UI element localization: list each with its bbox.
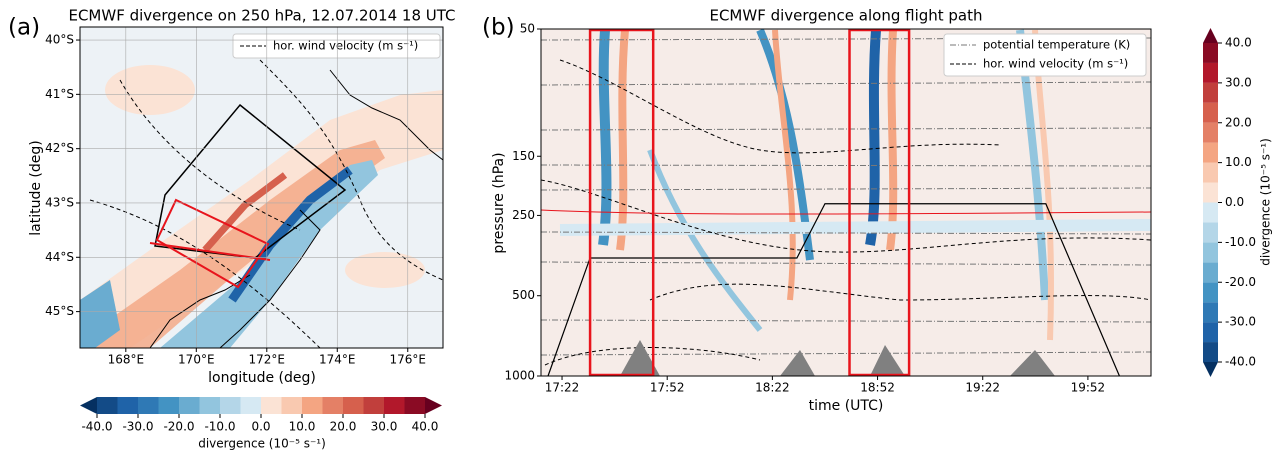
x-tick-label: 176°E <box>390 353 427 367</box>
legend-label: hor. wind velocity (m s⁻¹) <box>983 57 1128 71</box>
colorbar-bin <box>1203 142 1218 163</box>
colorbar-tick-label: -40.0 <box>81 420 112 434</box>
y-tick-label: 500 <box>512 288 535 302</box>
colorbar-label: divergence (10⁻⁵ s⁻¹) <box>1259 138 1273 266</box>
flight-track <box>547 203 1120 377</box>
colorbar-bin <box>97 397 118 414</box>
x-tick-label: 17:22 <box>545 381 580 395</box>
colorbar-bin <box>322 397 343 414</box>
axes-frame <box>79 26 444 349</box>
y-tick-label: 50 <box>520 22 535 36</box>
y-tick-label: 44°S <box>45 250 74 264</box>
colorbar-tick-label: -10.0 <box>204 420 235 434</box>
colorbar-bin <box>1203 222 1218 243</box>
panel-label: (b) <box>482 15 515 41</box>
colorbar-bin <box>1203 122 1218 143</box>
colorbar-tick-label: 40.0 <box>1225 36 1252 50</box>
colorbar-bin <box>1203 102 1218 123</box>
colorbar-bin <box>281 397 302 414</box>
y-axis-label: pressure (hPa) <box>491 152 507 253</box>
colorbar-tick-label: 30.0 <box>1225 75 1252 89</box>
colorbar-tick-label: 0.0 <box>1225 195 1244 209</box>
colorbar-bin <box>343 397 364 414</box>
y-tick-label: 150 <box>512 149 535 163</box>
colorbar-bin <box>384 397 405 414</box>
colorbar-extend <box>1203 28 1218 43</box>
y-axis-label: latitude (deg) <box>28 140 44 235</box>
y-tick-label: 40°S <box>45 33 74 47</box>
colorbar-bin <box>1203 43 1218 63</box>
legend-box <box>943 33 1147 77</box>
x-tick-label: 19:22 <box>965 381 1000 395</box>
colorbar-bin <box>158 397 179 414</box>
colorbar-tick-label: -20.0 <box>1225 275 1256 289</box>
x-tick-label: 172°E <box>249 353 286 367</box>
colorbar-bin <box>1203 322 1218 343</box>
colorbar-tick-label: 10.0 <box>1225 155 1252 169</box>
colorbar-tick-label: -10.0 <box>1225 235 1256 249</box>
field-shading <box>80 27 443 348</box>
colorbar-tick-label: 0.0 <box>251 420 270 434</box>
x-tick-label: 18:22 <box>755 381 790 395</box>
colorbar-tick-label: -30.0 <box>1225 315 1256 329</box>
colorbar-tick-label: -30.0 <box>122 420 153 434</box>
colorbar-bin <box>179 397 200 414</box>
axes-frame <box>540 28 1152 377</box>
colorbar-tick-label: 20.0 <box>1225 115 1252 129</box>
colorbar-bin <box>240 397 261 414</box>
x-tick-label: 17:52 <box>650 381 685 395</box>
x-tick-label: 18:52 <box>860 381 895 395</box>
y-tick-label: 45°S <box>45 304 74 318</box>
colorbar-bin <box>199 397 220 414</box>
x-tick-label: 19:52 <box>1071 381 1106 395</box>
colorbar-tick-label: 10.0 <box>289 420 316 434</box>
legend-label: hor. wind velocity (m s⁻¹) <box>273 39 418 53</box>
legend-label: potential temperature (K) <box>983 38 1130 52</box>
colorbar-tick-label: -40.0 <box>1225 355 1256 369</box>
colorbar-bin <box>1203 62 1218 83</box>
x-tick-label: 170°E <box>178 353 215 367</box>
chart-title: ECMWF divergence along flight path <box>709 7 982 25</box>
colorbar-bin <box>1203 162 1218 183</box>
highlight-window <box>588 28 655 377</box>
colorbar-bin <box>138 397 159 414</box>
y-tick-label: 43°S <box>45 195 74 209</box>
highlight-window <box>848 28 911 377</box>
colorbar-bin <box>1203 242 1218 263</box>
colorbar-bin <box>220 397 241 414</box>
x-axis-label: time (UTC) <box>809 398 884 414</box>
y-tick-label: 1000 <box>504 369 535 383</box>
chart-title: ECMWF divergence on 250 hPa, 12.07.2014 … <box>68 7 455 25</box>
colorbar-tick-label: -20.0 <box>163 420 194 434</box>
y-tick-label: 250 <box>512 208 535 222</box>
field-shading <box>541 29 1151 376</box>
colorbar-bin <box>302 397 323 414</box>
colorbar-bin <box>1203 282 1218 303</box>
colorbar-bin <box>261 397 282 414</box>
colorbar-bin <box>1203 202 1218 223</box>
panel-label: (a) <box>8 15 40 41</box>
y-tick-label: 42°S <box>45 141 74 155</box>
colorbar-extend <box>425 397 442 414</box>
colorbar-bin <box>1203 302 1218 323</box>
y-tick-label: 41°S <box>45 87 74 101</box>
colorbar-bin <box>363 397 384 414</box>
x-tick-label: 174°E <box>319 353 356 367</box>
colorbar-bin <box>1203 342 1218 362</box>
colorbar-tick-label: 40.0 <box>412 420 439 434</box>
colorbar-tick-label: 30.0 <box>371 420 398 434</box>
colorbar-label: divergence (10⁻⁵ s⁻¹) <box>198 437 326 451</box>
colorbar-bin <box>117 397 138 414</box>
colorbar-bin <box>1203 262 1218 283</box>
x-axis-label: longitude (deg) <box>208 370 316 386</box>
colorbar-bin <box>404 397 425 414</box>
colorbar-bin <box>1203 82 1218 103</box>
colorbar-tick-label: 20.0 <box>330 420 357 434</box>
colorbar-bin <box>1203 182 1218 203</box>
x-tick-label: 168°E <box>108 353 145 367</box>
colorbar-extend <box>1203 362 1218 377</box>
colorbar-extend <box>80 397 97 414</box>
